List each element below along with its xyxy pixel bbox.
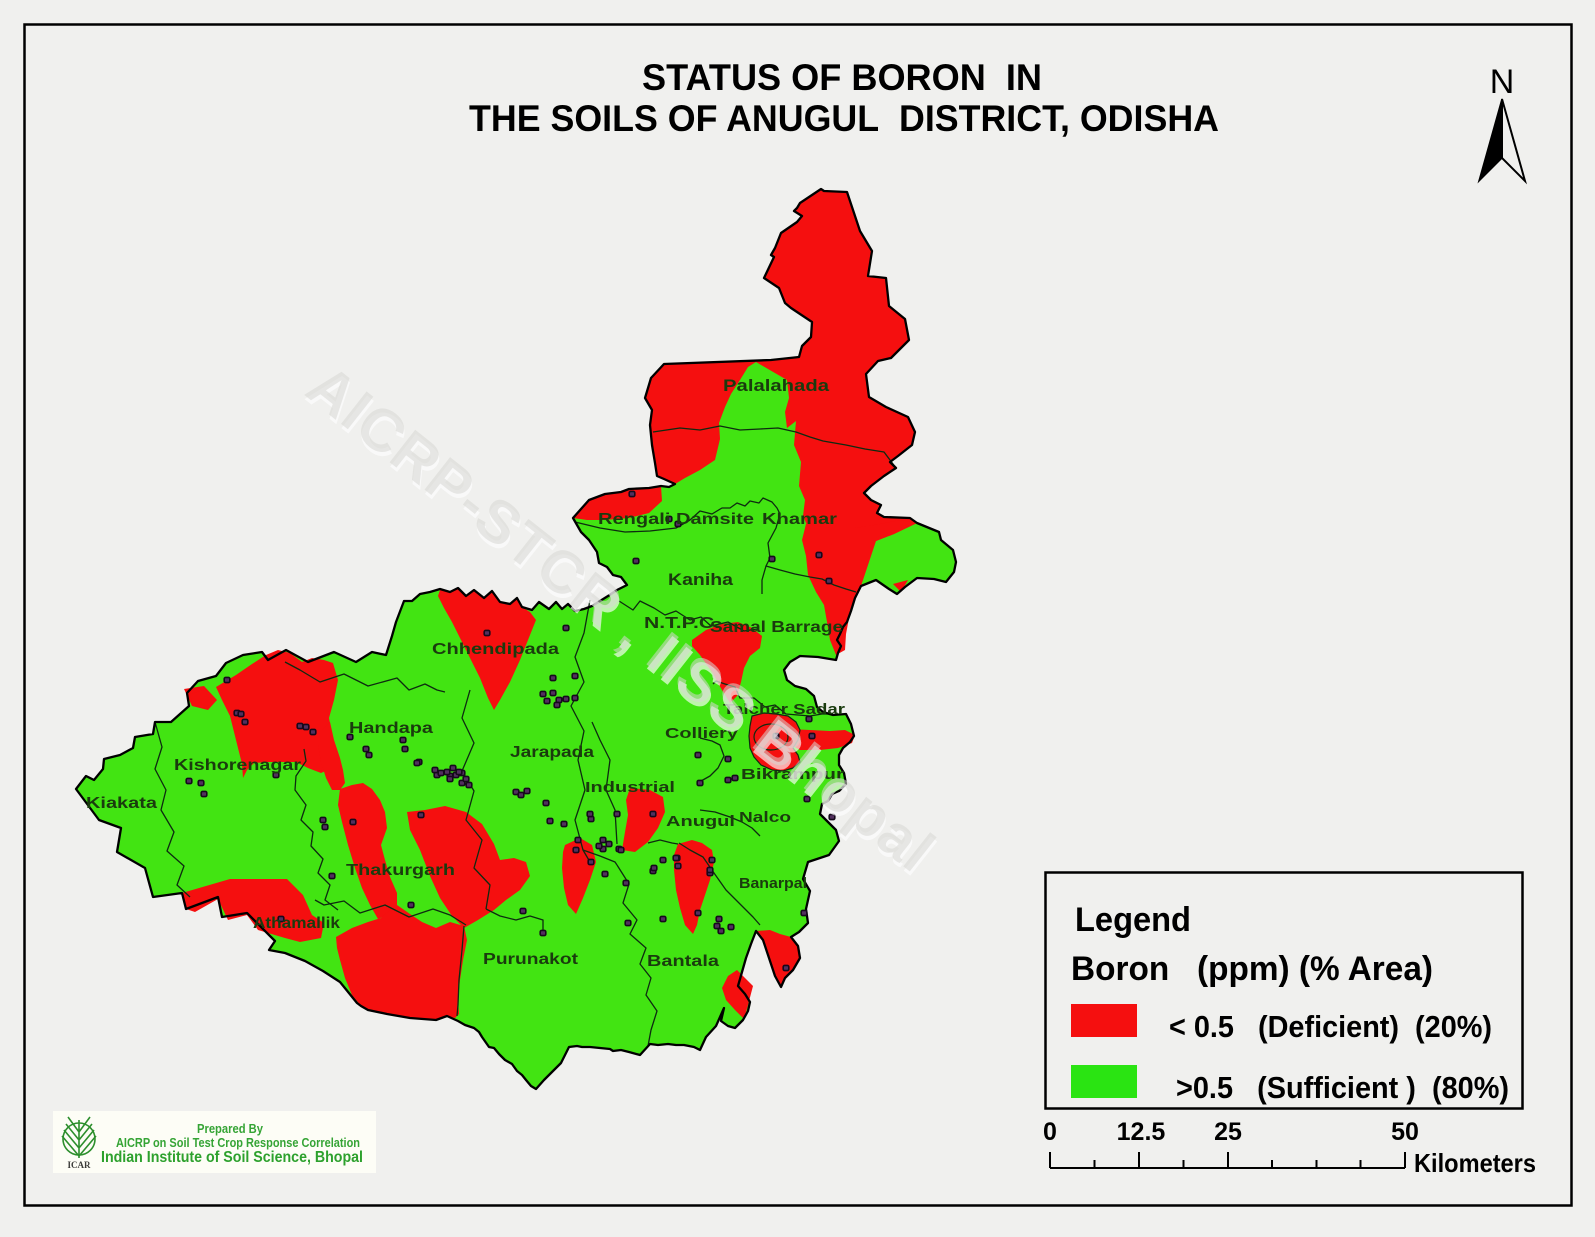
svg-text:Industrial: Industrial xyxy=(585,779,675,796)
svg-text:Kishorenagar: Kishorenagar xyxy=(174,757,301,774)
svg-text:Boron (ppm) (% Area): Boron (ppm) (% Area) xyxy=(1071,950,1433,988)
svg-text:Jarapada: Jarapada xyxy=(510,744,594,761)
svg-text:Thakurgarh: Thakurgarh xyxy=(346,862,455,879)
svg-text:50: 50 xyxy=(1391,1118,1419,1146)
svg-text:25: 25 xyxy=(1214,1118,1242,1146)
svg-text:Bantala: Bantala xyxy=(647,953,719,970)
svg-text:N.T.P.C.: N.T.P.C. xyxy=(644,615,720,632)
svg-text:Chhendipada: Chhendipada xyxy=(432,641,559,658)
svg-text:N: N xyxy=(1490,63,1515,101)
svg-text:Indian Institute of Soil Scien: Indian Institute of Soil Science, Bhopal xyxy=(101,1149,363,1166)
svg-text:Kaniha: Kaniha xyxy=(668,570,734,589)
svg-text:12.5: 12.5 xyxy=(1117,1118,1166,1146)
svg-text:Kilometers: Kilometers xyxy=(1414,1148,1536,1178)
svg-text:ICAR: ICAR xyxy=(67,1160,91,1170)
svg-text:AICRP on Soil Test Crop Respon: AICRP on Soil Test Crop Response Correla… xyxy=(116,1135,360,1150)
svg-text:Nalco: Nalco xyxy=(739,809,791,826)
svg-text:Bikrampur: Bikrampur xyxy=(741,766,844,783)
svg-text:Purunakot: Purunakot xyxy=(483,951,579,968)
svg-text:Banarpal: Banarpal xyxy=(739,875,807,892)
svg-text:Colliery: Colliery xyxy=(665,725,739,742)
svg-text:THE SOILS OF ANUGUL DISTRICT,: THE SOILS OF ANUGUL DISTRICT, ODISHA xyxy=(469,98,1219,139)
svg-text:0: 0 xyxy=(1043,1118,1057,1146)
svg-text:Athamallik: Athamallik xyxy=(253,915,340,932)
svg-text:Talcher Sadar: Talcher Sadar xyxy=(723,701,845,718)
svg-text:>0.5 (Sufficient ) (80%): >0.5 (Sufficient ) (80%) xyxy=(1176,1070,1509,1105)
svg-text:< 0.5 (Deficient) (20%): < 0.5 (Deficient) (20%) xyxy=(1169,1009,1492,1044)
svg-text:STATUS OF BORON IN: STATUS OF BORON IN xyxy=(642,57,1042,98)
svg-text:Khamar: Khamar xyxy=(762,511,837,528)
svg-text:Anugul: Anugul xyxy=(666,813,735,830)
svg-text:Kiakata: Kiakata xyxy=(86,795,157,812)
svg-text:Samal Barrage: Samal Barrage xyxy=(710,619,843,636)
svg-text:Palalahada: Palalahada xyxy=(723,376,830,395)
svg-text:Handapa: Handapa xyxy=(349,720,433,737)
svg-text:Prepared By: Prepared By xyxy=(197,1121,264,1136)
svg-text:Rengali Damsite: Rengali Damsite xyxy=(598,511,754,528)
svg-text:Legend: Legend xyxy=(1075,901,1191,939)
